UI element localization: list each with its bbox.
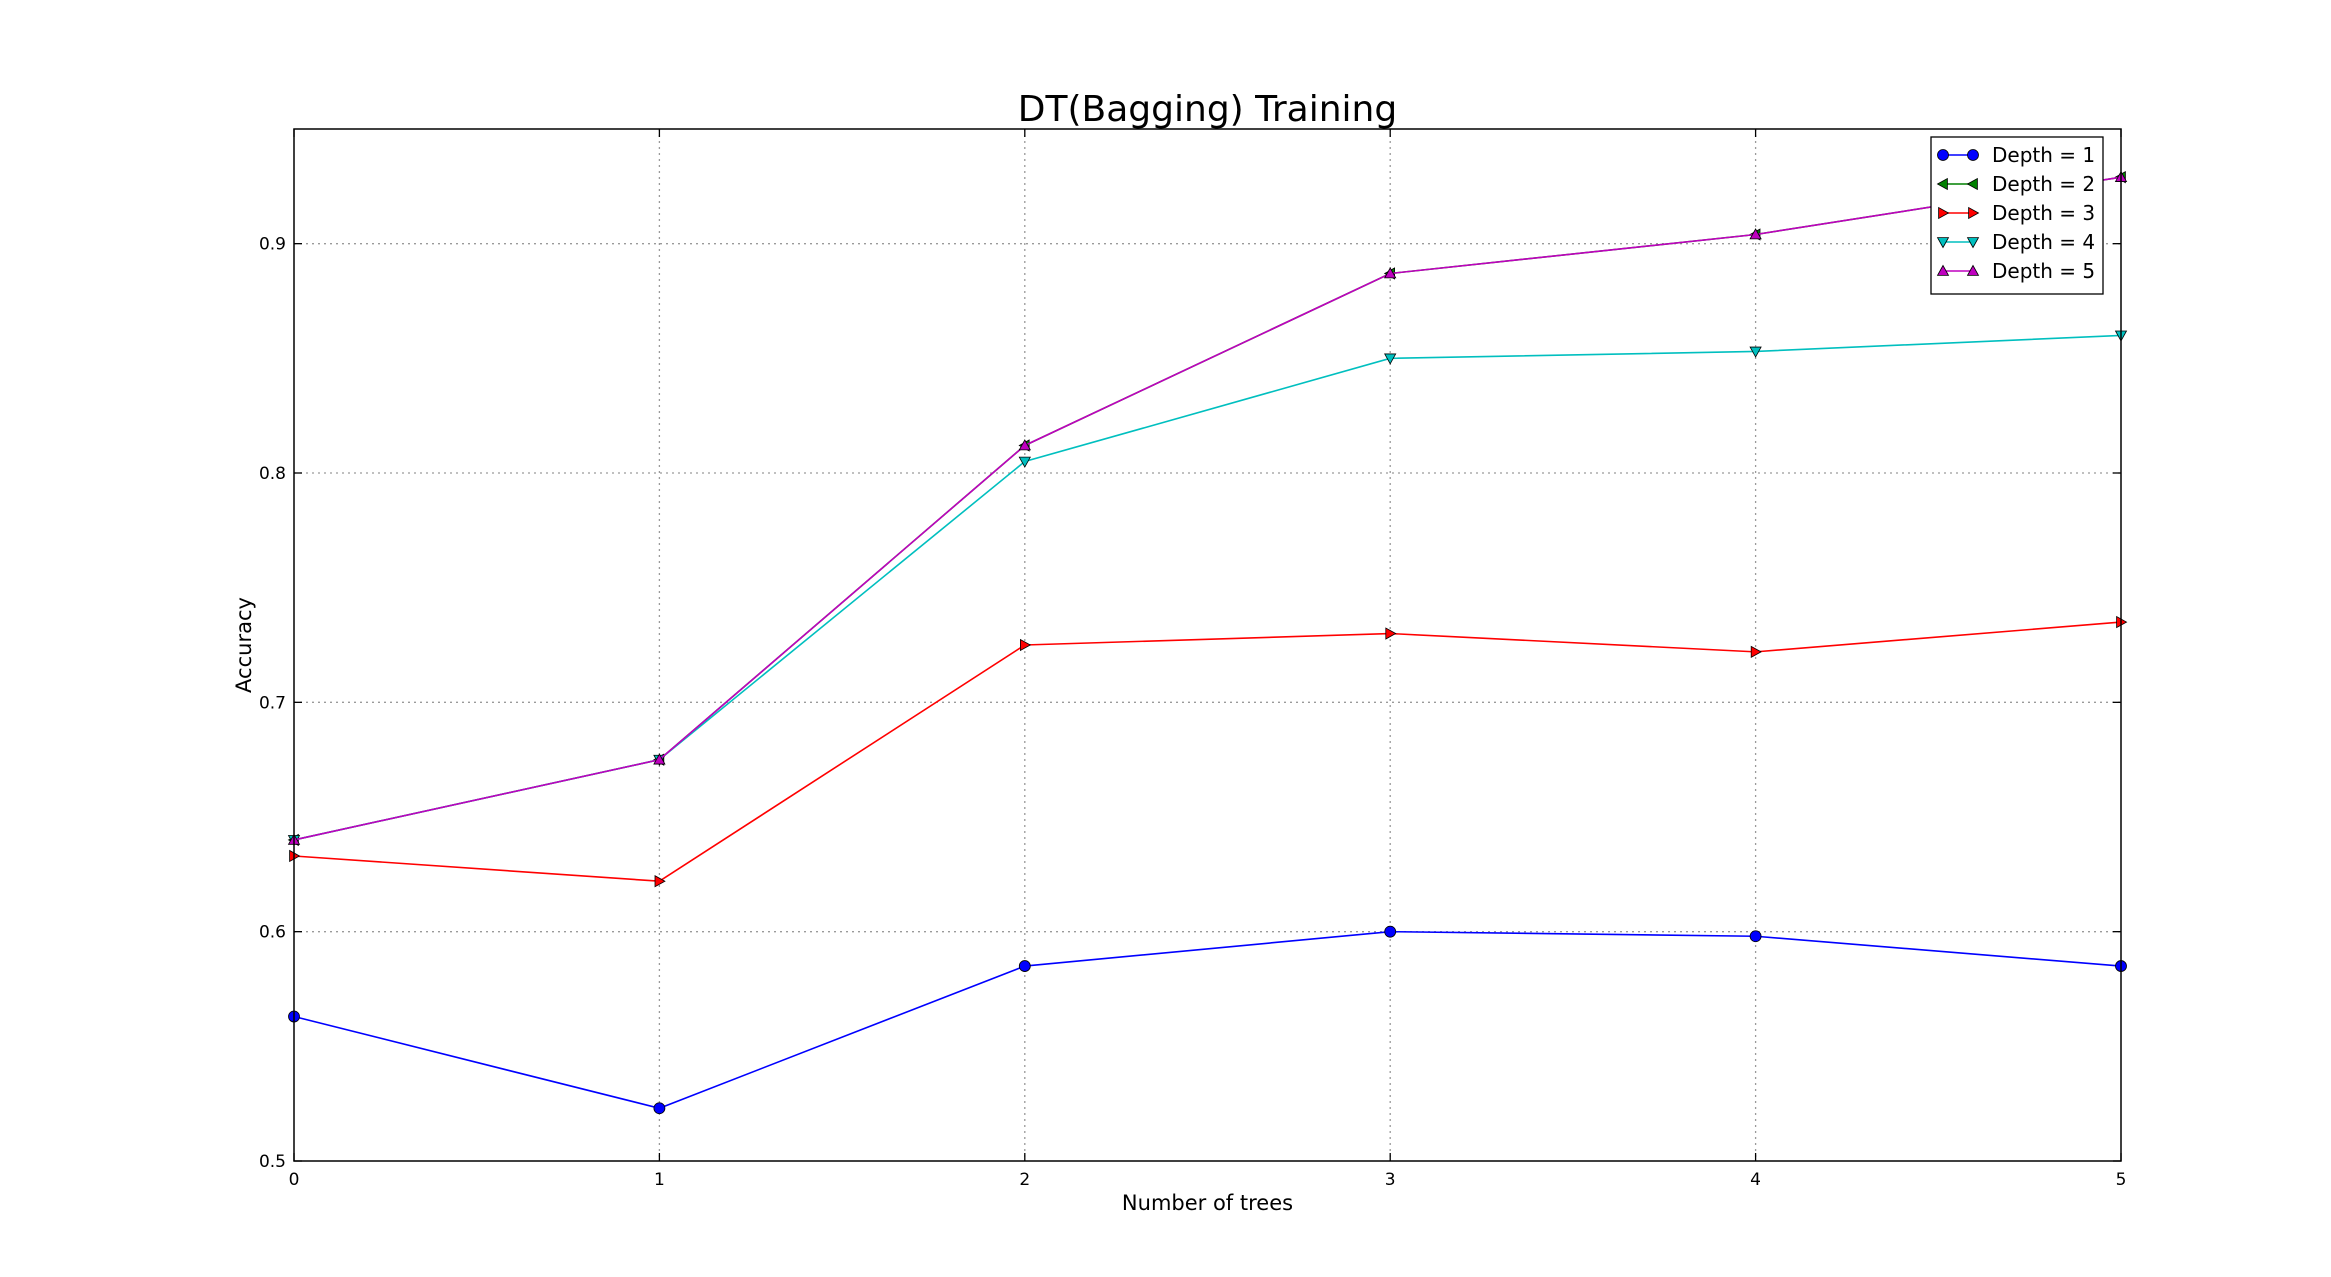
y-tick-label: 0.5 [259, 1152, 286, 1172]
legend-item[interactable]: Depth = 1 [1937, 143, 2096, 167]
series-line [293, 930, 2122, 1110]
plot-frame [293, 128, 2122, 1162]
data-point [1018, 439, 1031, 451]
legend-item[interactable]: Depth = 2 [1936, 172, 2096, 196]
data-point [654, 875, 666, 888]
series-depth-3 [289, 615, 2128, 888]
series-depth-4 [287, 330, 2128, 847]
chart-title: DT(Bagging) Training [1018, 89, 1397, 130]
legend-item[interactable]: Depth = 3 [1938, 201, 2096, 225]
data-point [1384, 353, 1397, 365]
y-axis-label: Accuracy [232, 597, 256, 693]
series-line [293, 176, 2122, 841]
legend-label: Depth = 5 [1992, 259, 2095, 283]
series-line [293, 621, 2122, 883]
legend-marker [1966, 237, 1980, 249]
data-point [1750, 645, 1762, 659]
data-point [653, 753, 666, 765]
legend-label: Depth = 2 [1992, 172, 2095, 196]
legend-marker [1966, 264, 1980, 276]
legend-marker [1967, 149, 1979, 161]
data-point [1020, 638, 1032, 652]
data-point [1018, 456, 1031, 468]
x-axis-label: Number of trees [1122, 1191, 1293, 1215]
legend-box [1930, 136, 2104, 295]
x-tick-label: 4 [1750, 1170, 1761, 1190]
data-point [1384, 267, 1397, 279]
y-tick-label: 0.8 [259, 464, 286, 484]
legend-marker [1968, 206, 1980, 220]
legend-marker [1936, 237, 1950, 249]
series-line [293, 176, 2122, 841]
legend-label: Depth = 4 [1992, 230, 2095, 254]
data-point [1384, 925, 1397, 938]
legend-marker [1936, 177, 1948, 191]
x-tick-label: 2 [1019, 1170, 1030, 1190]
legend-marker [1937, 149, 1949, 161]
data-point [1749, 930, 1762, 943]
y-tick-label: 0.9 [259, 235, 286, 255]
plot-series [287, 170, 2128, 1115]
x-tick-label: 3 [1385, 1170, 1396, 1190]
data-point [653, 1102, 666, 1115]
data-point [1018, 960, 1031, 972]
legend-item[interactable]: Depth = 4 [1936, 230, 2096, 254]
data-point [1749, 228, 1762, 240]
legend-label: Depth = 3 [1992, 201, 2095, 225]
series-depth-5 [287, 170, 2128, 845]
y-tick-label: 0.6 [259, 923, 286, 943]
data-point [1385, 627, 1397, 640]
axis-ticks: 0 1 2 3 4 5 0.5 0.6 0.7 0.8 0.9 [259, 129, 2126, 1190]
series-depth-1 [288, 925, 2127, 1115]
legend-marker [1966, 177, 1978, 191]
x-tick-label: 1 [654, 1170, 665, 1190]
x-tick-label: 0 [289, 1170, 300, 1190]
data-point [1749, 346, 1762, 358]
y-tick-label: 0.7 [259, 693, 286, 713]
x-tick-label: 5 [2116, 1170, 2127, 1190]
legend-label: Depth = 1 [1992, 143, 2095, 167]
legend-item[interactable]: Depth = 5 [1936, 259, 2096, 283]
series-line [293, 334, 2122, 841]
legend-marker [1936, 264, 1950, 276]
legend-marker [1938, 206, 1950, 220]
series-depth-2 [287, 170, 2126, 847]
legend[interactable]: Depth = 1 Depth = 2 Depth = 3 Depth = 4 Dept… [1930, 136, 2104, 295]
